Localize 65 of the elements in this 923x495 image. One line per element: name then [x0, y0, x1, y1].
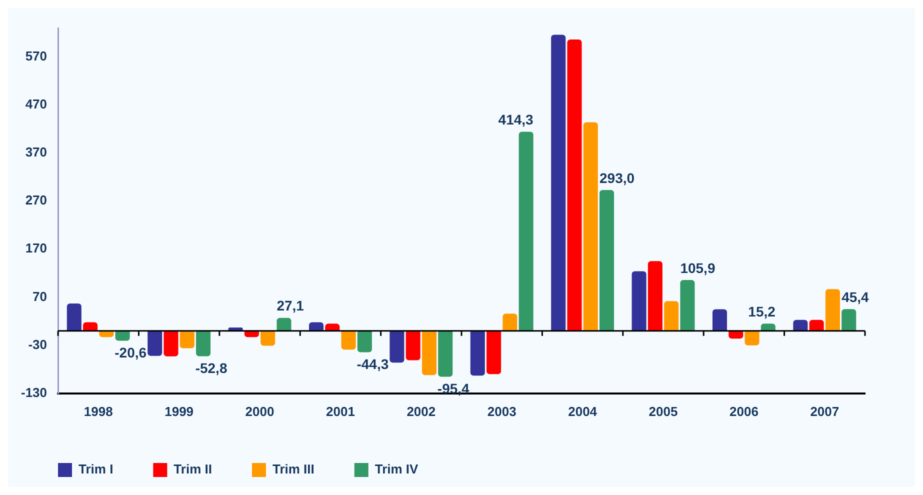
bar [148, 330, 162, 356]
legend-label: Trim IV [374, 462, 419, 477]
data-label: 414,3 [498, 112, 534, 128]
x-tick-label: 1999 [164, 404, 194, 419]
bar [728, 330, 744, 339]
bar [600, 190, 614, 331]
x-tick-label: 2004 [568, 404, 598, 419]
bar [551, 34, 566, 331]
data-label: 45,4 [842, 288, 870, 305]
bar [357, 330, 372, 352]
y-tick-label: 470 [25, 96, 48, 112]
data-label: -20,6 [114, 344, 147, 361]
bar [470, 330, 485, 376]
bar [632, 271, 646, 331]
bar [793, 320, 808, 331]
y-tick-label: 570 [25, 48, 48, 64]
bar [276, 318, 292, 331]
y-tick-label: -30 [28, 336, 48, 352]
bar [66, 303, 82, 331]
data-label: -95,4 [437, 380, 470, 397]
bar [567, 40, 582, 331]
y-tick-label: 270 [25, 192, 48, 208]
bar [502, 314, 518, 331]
legend-label: Trim III [272, 462, 314, 477]
x-tick-label: 1998 [84, 404, 113, 419]
bar [744, 330, 760, 346]
bar [664, 301, 679, 331]
bar [341, 330, 356, 350]
bar [390, 330, 404, 363]
bar [164, 330, 178, 356]
bar [825, 289, 840, 331]
y-tick-label: 170 [25, 240, 48, 256]
x-tick-label: 2007 [810, 404, 840, 419]
bar [648, 261, 662, 331]
bar [842, 309, 856, 331]
x-tick-label: 2005 [648, 404, 678, 419]
bar [809, 320, 824, 331]
bar [406, 330, 420, 360]
y-tick-label: 370 [25, 144, 48, 160]
bar [422, 330, 436, 376]
x-tick-label: 2002 [406, 404, 436, 419]
bar [180, 330, 194, 348]
bar [260, 330, 276, 346]
x-tick-label: 2001 [326, 404, 355, 419]
bar [196, 330, 211, 356]
bar [680, 280, 695, 331]
data-label: 27,1 [276, 298, 304, 314]
bar [583, 122, 598, 331]
x-tick-label: 2000 [245, 404, 274, 419]
data-label: 293,0 [600, 170, 635, 186]
data-label: -44,3 [356, 356, 389, 372]
data-label: -52,8 [195, 360, 228, 376]
bar [115, 330, 130, 341]
bar [486, 330, 502, 374]
legend-label: Trim II [174, 462, 212, 477]
bar [438, 330, 453, 377]
bar [518, 132, 534, 331]
x-tick-label: 2006 [729, 404, 758, 419]
data-label: 15,2 [748, 303, 776, 320]
y-tick-label: -130 [20, 384, 48, 400]
bar [712, 309, 728, 331]
x-tick-label: 2003 [487, 404, 516, 419]
legend-label: Trim I [78, 462, 114, 477]
data-label: 105,9 [680, 260, 716, 276]
y-tick-label: 70 [32, 288, 48, 304]
